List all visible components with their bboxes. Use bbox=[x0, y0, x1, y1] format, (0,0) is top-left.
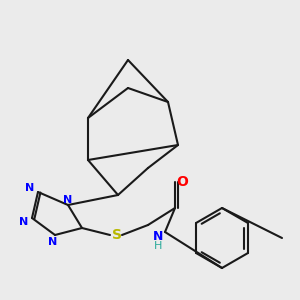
Text: N: N bbox=[63, 195, 73, 205]
Text: N: N bbox=[20, 217, 28, 227]
Text: N: N bbox=[153, 230, 163, 244]
Text: O: O bbox=[176, 175, 188, 189]
Text: S: S bbox=[112, 228, 122, 242]
Text: N: N bbox=[48, 237, 58, 247]
Text: H: H bbox=[154, 241, 162, 251]
Text: N: N bbox=[26, 183, 34, 193]
